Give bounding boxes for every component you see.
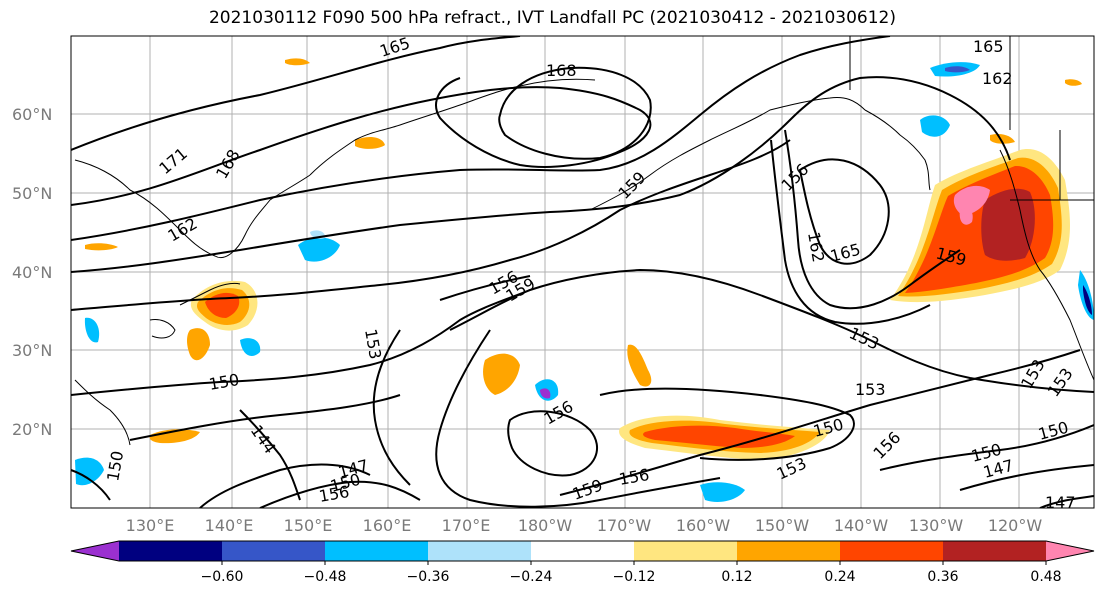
lon-label-130w: 130°W (909, 516, 964, 535)
lon-label-130e: 130°E (126, 516, 175, 535)
lat-label-50n: 50°N (12, 184, 52, 203)
colorbar-segment (531, 541, 635, 561)
colorbar-tick-label: −0.48 (304, 569, 347, 585)
contour-lines (71, 36, 1094, 508)
lat-label-40n: 40°N (12, 263, 52, 282)
lon-label-170e: 170°E (442, 516, 491, 535)
negative-ivt-shading (75, 62, 1094, 502)
colorbar-tick-label: −0.60 (201, 569, 244, 585)
lat-label-60n: 60°N (12, 105, 52, 124)
colorbar-tick-label: −0.24 (510, 569, 553, 585)
map-frame (70, 35, 1095, 509)
contour-label: 165 (973, 37, 1004, 56)
colorbar-segment (943, 541, 1047, 561)
colorbar-segment (1046, 541, 1094, 561)
colorbar: −0.60 −0.48 −0.36 −0.24 −0.12 0.12 0.24 0.36 0.4… (70, 540, 1095, 585)
colorbar-segment (428, 541, 532, 561)
longitude-labels: 130°E 140°E 150°E 160°E 170°E 180°W 170°… (126, 516, 1043, 535)
colorbar-segment (222, 541, 326, 561)
lat-label-20n: 20°N (12, 420, 52, 439)
contour-label: 162 (982, 69, 1013, 88)
contour-label: 153 (855, 380, 886, 399)
colorbar-tick-label: 0.48 (1030, 569, 1061, 585)
latitude-labels: 60°N 50°N 40°N 30°N 20°N (12, 105, 52, 439)
coastlines (74, 36, 1094, 446)
colorbar-segment (634, 541, 738, 561)
lat-label-30n: 30°N (12, 341, 52, 360)
colorbar-outline (70, 540, 1095, 562)
colorbar-segment (737, 541, 841, 561)
colorbar-tick-label: 0.12 (721, 569, 752, 585)
contour-label: 147 (1045, 493, 1076, 512)
colorbar-segment (71, 541, 119, 561)
contour-label: 168 (546, 61, 577, 80)
colorbar-segment (840, 541, 944, 561)
colorbar-tick-label: −0.36 (407, 569, 450, 585)
colorbar-segment (119, 541, 223, 561)
lon-label-160e: 160°E (363, 516, 412, 535)
colorbar-tick-label: −0.12 (613, 569, 656, 585)
lon-label-150e: 150°E (284, 516, 333, 535)
figure-title: 2021030112 F090 500 hPa refract., IVT La… (208, 8, 896, 28)
colorbar-tick-label: 0.36 (927, 569, 958, 585)
positive-ivt-shading (85, 58, 1082, 460)
lon-label-120w: 120°W (988, 516, 1043, 535)
colorbar-segment (325, 541, 429, 561)
lon-label-150w: 150°W (755, 516, 810, 535)
lon-label-140w: 140°W (834, 516, 889, 535)
lon-label-140e: 140°E (205, 516, 254, 535)
lon-label-160w: 160°W (676, 516, 731, 535)
lon-label-180w: 180°W (518, 516, 573, 535)
lon-label-170w: 170°W (597, 516, 652, 535)
colorbar-tick-label: 0.24 (824, 569, 855, 585)
